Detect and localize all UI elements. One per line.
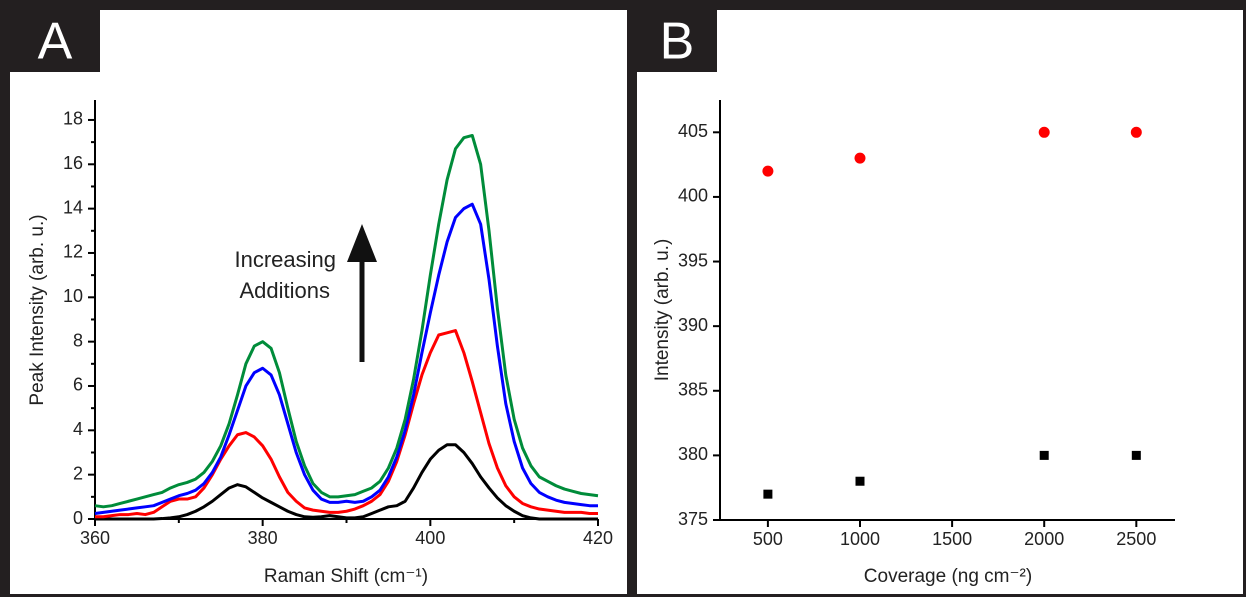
y-axis-title: Intensity (arb. u.) (652, 239, 673, 382)
annotation: Additions (239, 278, 330, 303)
y-tick-label: 12 (63, 242, 83, 262)
line-series (95, 443, 598, 521)
y-tick-label: 380 (678, 444, 708, 464)
y-tick-label: 0 (73, 508, 83, 528)
x-tick-label: 2000 (1024, 529, 1064, 549)
x-tick-label: 360 (80, 528, 110, 548)
point (854, 152, 866, 164)
y-tick-label: 395 (678, 250, 708, 270)
point (1130, 126, 1142, 138)
x-tick-label: 400 (415, 528, 445, 548)
panel-b (637, 10, 1243, 594)
y-tick-label: 10 (63, 286, 83, 306)
line-series (94, 202, 598, 515)
y-tick-label: 18 (63, 109, 83, 129)
y-tick-label: 2 (73, 463, 83, 483)
point (1038, 126, 1050, 138)
y-tick-label: 405 (678, 121, 708, 141)
x-tick-label: 500 (753, 529, 783, 549)
line-series (95, 329, 598, 519)
y-tick-label: 6 (73, 375, 83, 395)
x-tick-label: 2500 (1116, 529, 1156, 549)
y-axis-title: Peak Intensity (arb. u.) (27, 214, 48, 405)
point (763, 489, 773, 499)
y-tick-label: 400 (678, 186, 708, 206)
y-tick-label: 4 (73, 419, 83, 439)
point (1039, 450, 1049, 460)
x-tick-label: 1500 (932, 529, 972, 549)
y-tick-label: 375 (678, 509, 708, 529)
y-tick-label: 14 (63, 197, 83, 217)
panel-label: A (38, 13, 73, 71)
point (762, 165, 774, 177)
arrow-head (347, 224, 377, 262)
annotation: Increasing (234, 247, 336, 272)
panel-label-box (10, 10, 100, 72)
x-tick-label: 420 (583, 528, 613, 548)
x-axis-title: Coverage (ng cm⁻²) (864, 566, 1032, 587)
y-tick-label: 390 (678, 315, 708, 335)
panel-label: B (660, 13, 695, 71)
y-tick-label: 385 (678, 380, 708, 400)
panel-label-box (637, 10, 717, 72)
point (855, 476, 865, 486)
x-tick-label: 1000 (840, 529, 880, 549)
x-axis-title: Raman Shift (cm⁻¹) (264, 566, 428, 587)
point (1131, 450, 1141, 460)
y-tick-label: 16 (63, 153, 83, 173)
y-tick-label: 8 (73, 330, 83, 350)
x-tick-label: 380 (248, 528, 278, 548)
line-series (94, 133, 599, 509)
